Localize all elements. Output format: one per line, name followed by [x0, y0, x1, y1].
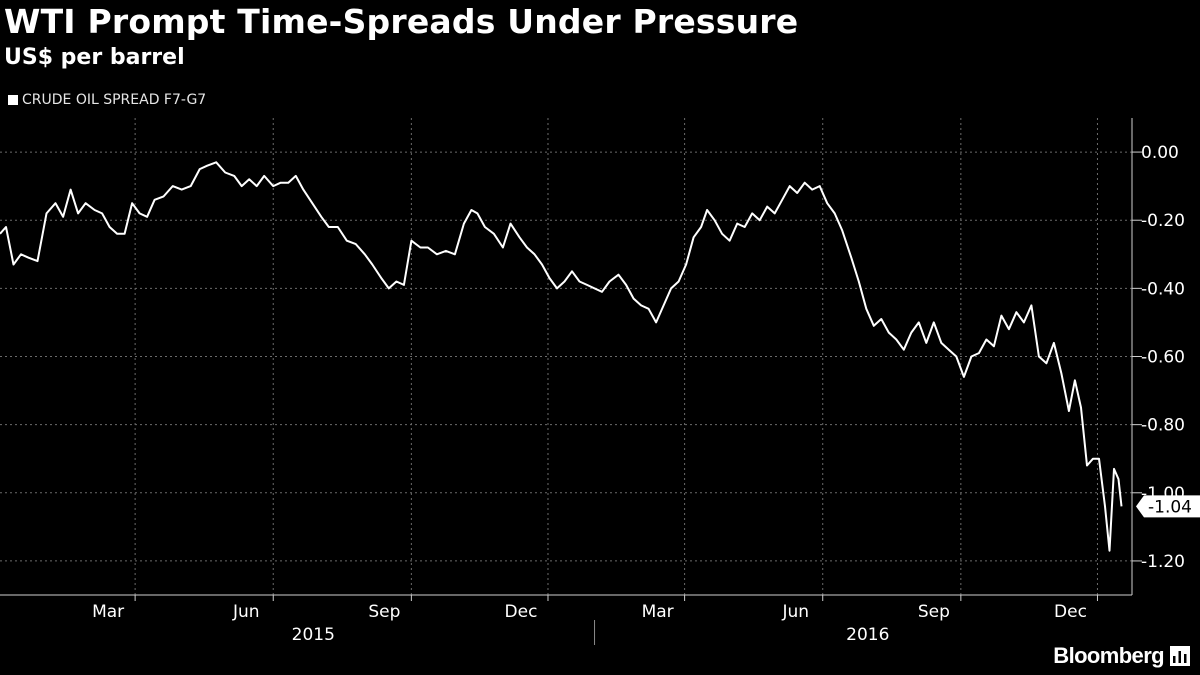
last-value-label: -1.04: [1148, 497, 1192, 517]
brand-name: Bloomberg: [1053, 643, 1164, 668]
legend-swatch: [8, 95, 18, 105]
x-tick-label: Sep: [368, 602, 400, 622]
x-tick-label: Jun: [232, 602, 260, 622]
y-tick-label: -0.20: [1141, 211, 1185, 231]
y-tick-label: -0.80: [1141, 416, 1185, 436]
x-tick-label: Sep: [918, 602, 950, 622]
last-value-flag: [1136, 495, 1200, 518]
y-tick-label: -1.20: [1141, 552, 1185, 572]
y-tick-label: -0.40: [1141, 279, 1185, 299]
y-tick-label: -0.60: [1141, 348, 1185, 368]
bloomberg-logo: Bloomberg: [1053, 643, 1190, 669]
x-tick-label: Dec: [505, 602, 538, 622]
y-tick-label: 0.00: [1141, 143, 1179, 163]
chart-subtitle: US$ per barrel: [4, 45, 185, 70]
x-tick-label: Dec: [1054, 602, 1087, 622]
year-label: 2015: [292, 625, 335, 645]
year-label: 2016: [846, 625, 889, 645]
x-tick-label: Jun: [781, 602, 809, 622]
chart-title: WTI Prompt Time-Spreads Under Pressure: [4, 2, 799, 41]
bloomberg-chart-icon: [1170, 646, 1190, 666]
legend-label: CRUDE OIL SPREAD F7-G7: [22, 92, 207, 108]
legend: CRUDE OIL SPREAD F7-G7: [8, 92, 206, 108]
x-tick-label: Mar: [92, 602, 124, 622]
series-line-crude-oil-spread: [0, 161, 1123, 552]
x-tick-label: Mar: [642, 602, 674, 622]
